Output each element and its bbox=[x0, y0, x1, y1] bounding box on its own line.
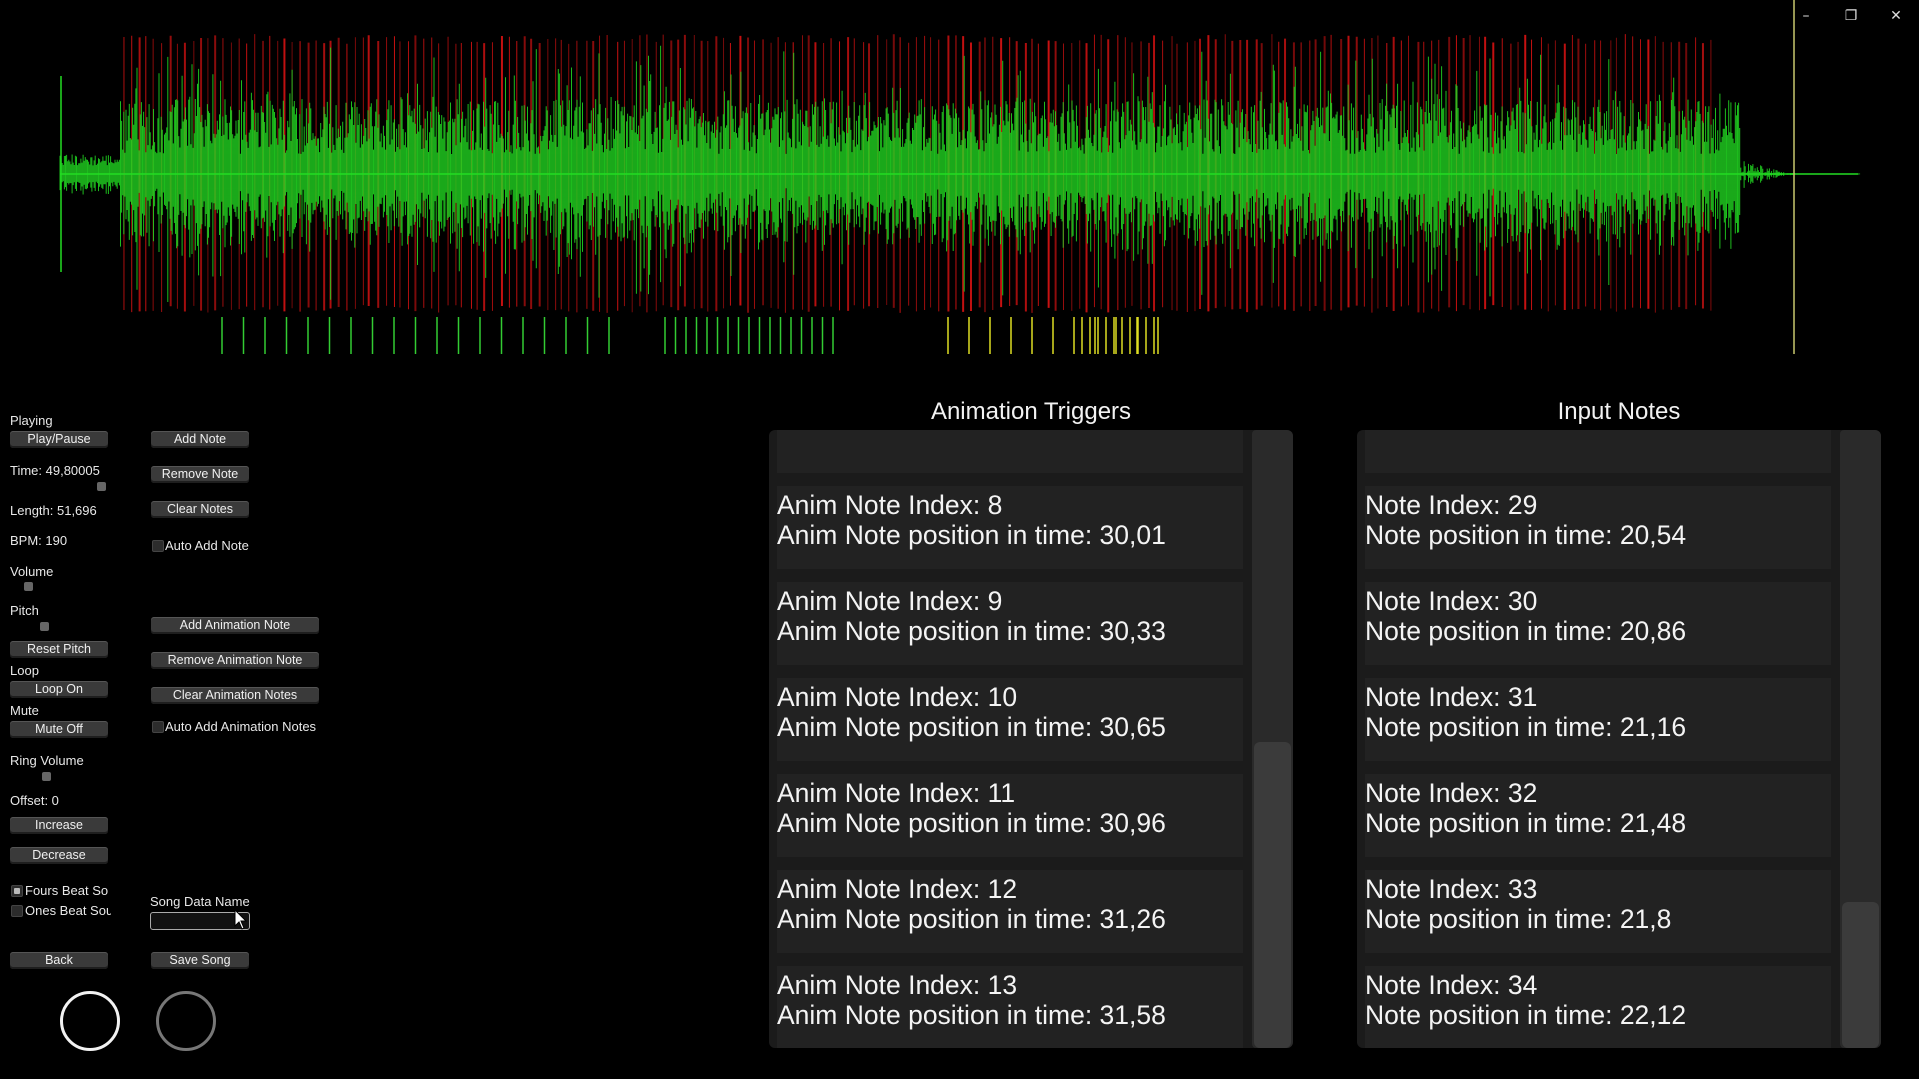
auto-add-animation-notes-label: Auto Add Animation Notes bbox=[165, 719, 317, 734]
play-pause-button[interactable]: Play/Pause bbox=[10, 431, 108, 448]
increase-offset-button[interactable]: Increase bbox=[10, 817, 108, 834]
list-item[interactable]: Note Index: 32 Note position in time: 21,… bbox=[1365, 774, 1831, 857]
list-item[interactable]: Note Index: 30 Note position in time: 20,… bbox=[1365, 582, 1831, 665]
animation-triggers-scroll-thumb[interactable] bbox=[1254, 742, 1291, 1048]
note-position-text: Note position in time: 21,8 bbox=[1365, 904, 1672, 934]
list-item[interactable]: Anim Note Index: 12 Anim Note position in… bbox=[777, 870, 1243, 953]
fours-beat-sound-radio[interactable] bbox=[11, 885, 23, 897]
note-index-text: Note Index: 31 bbox=[1365, 682, 1538, 712]
input-notes-scroll-thumb[interactable] bbox=[1842, 902, 1879, 1048]
clear-notes-button[interactable]: Clear Notes bbox=[151, 501, 249, 518]
back-button[interactable]: Back bbox=[10, 952, 108, 969]
auto-add-note-checkbox[interactable] bbox=[152, 540, 164, 552]
list-item[interactable]: Note Index: 34 Note position in time: 22,… bbox=[1365, 966, 1831, 1048]
note-index-text: Note Index: 33 bbox=[1365, 874, 1538, 904]
list-item[interactable]: Anim Note Index: 8 Anim Note position in … bbox=[777, 486, 1243, 569]
offset-readout: Offset: 0 bbox=[10, 793, 59, 808]
time-readout: Time: 49,80005 bbox=[10, 463, 100, 478]
minimize-button[interactable]: – bbox=[1784, 4, 1828, 28]
mute-label: Mute bbox=[10, 703, 39, 718]
ones-beat-sound-radio[interactable] bbox=[11, 905, 23, 917]
ring-volume-slider-handle[interactable] bbox=[42, 772, 51, 781]
note-index-text: Anim Note Index: 8 bbox=[777, 490, 1003, 520]
list-item[interactable]: Note Index: 31 Note position in time: 21,… bbox=[1365, 678, 1831, 761]
list-item[interactable]: Anim Note Index: 9 Anim Note position in … bbox=[777, 582, 1243, 665]
playing-label: Playing bbox=[10, 413, 53, 428]
save-song-button[interactable]: Save Song bbox=[151, 952, 249, 969]
note-position-text: Anim Note position in time: 31,26 bbox=[777, 904, 1166, 934]
note-index-text: Note Index: 30 bbox=[1365, 586, 1538, 616]
list-item[interactable]: Note position in time: 20,22 bbox=[1365, 430, 1831, 473]
reset-pitch-button[interactable]: Reset Pitch bbox=[10, 641, 108, 658]
restore-icon: ❐ bbox=[1844, 8, 1858, 24]
volume-label: Volume bbox=[10, 564, 54, 579]
note-index-text: Note Index: 32 bbox=[1365, 778, 1538, 808]
mouse-cursor-icon bbox=[234, 908, 248, 930]
song-data-name-input[interactable] bbox=[150, 912, 250, 930]
list-item[interactable]: Note Index: 33 Note position in time: 21,… bbox=[1365, 870, 1831, 953]
input-notes-list[interactable]: Note position in time: 20,22 Note Index: … bbox=[1357, 430, 1881, 1048]
song-data-name-label: Song Data Name bbox=[150, 894, 250, 909]
input-notes-title: Input Notes bbox=[1557, 398, 1681, 425]
loop-toggle-button[interactable]: Loop On bbox=[10, 681, 108, 698]
waveform-path bbox=[59, 45, 1861, 302]
pitch-label: Pitch bbox=[10, 603, 39, 618]
note-index-text: Anim Note Index: 11 bbox=[777, 778, 1016, 808]
remove-note-button[interactable]: Remove Note bbox=[151, 466, 249, 483]
length-readout: Length: 51,696 bbox=[10, 503, 97, 518]
note-index-text: Note Index: 29 bbox=[1365, 490, 1538, 520]
note-position-text: Anim Note position in time: 30,01 bbox=[777, 520, 1166, 550]
note-index-text: Anim Note Index: 12 bbox=[777, 874, 1018, 904]
note-position-text: Note position in time: 21,48 bbox=[1365, 808, 1687, 838]
note-index-text: Anim Note Index: 9 bbox=[777, 586, 1003, 616]
note-position-text: Note position in time: 22,12 bbox=[1365, 1000, 1687, 1030]
beat-indicator-ring-active bbox=[60, 991, 120, 1051]
pitch-slider-handle[interactable] bbox=[40, 622, 49, 631]
time-slider-handle[interactable] bbox=[97, 482, 106, 491]
note-markers bbox=[221, 317, 1159, 354]
ring-volume-label: Ring Volume bbox=[10, 753, 84, 768]
note-position-text: Anim Note position in time: 31,58 bbox=[777, 1000, 1166, 1030]
auto-add-note-label: Auto Add Note bbox=[165, 538, 249, 553]
list-item[interactable]: Anim Note Index: 11 Anim Note position in… bbox=[777, 774, 1243, 857]
animation-triggers-list[interactable]: Anim Note position in time: 29,69 Anim No… bbox=[769, 430, 1293, 1048]
list-item[interactable]: Note Index: 29 Note position in time: 20,… bbox=[1365, 486, 1831, 569]
note-position-text: Note position in time: 20,54 bbox=[1365, 520, 1687, 550]
beat-indicator-ring-inactive bbox=[156, 991, 216, 1051]
decrease-offset-button[interactable]: Decrease bbox=[10, 847, 108, 864]
mute-toggle-button[interactable]: Mute Off bbox=[10, 721, 108, 738]
volume-slider-handle[interactable] bbox=[24, 582, 33, 591]
note-position-text: Anim Note position in time: 30,33 bbox=[777, 616, 1166, 646]
audio-waveform bbox=[59, 45, 1861, 302]
auto-add-animation-notes-checkbox[interactable] bbox=[152, 721, 164, 733]
note-index-text: Anim Note Index: 13 bbox=[777, 970, 1018, 1000]
fours-beat-sound-label: Fours Beat So bbox=[25, 883, 109, 898]
list-item[interactable]: Anim Note position in time: 29,69 bbox=[777, 430, 1243, 473]
remove-animation-note-button[interactable]: Remove Animation Note bbox=[151, 652, 319, 669]
restore-button[interactable]: ❐ bbox=[1829, 4, 1873, 28]
minimize-icon: – bbox=[1802, 8, 1810, 24]
animation-triggers-title: Animation Triggers bbox=[930, 398, 1132, 425]
note-position-text: Note position in time: 20,86 bbox=[1365, 616, 1687, 646]
note-index-text: Note Index: 34 bbox=[1365, 970, 1538, 1000]
bpm-readout: BPM: 190 bbox=[10, 533, 68, 548]
add-note-button[interactable]: Add Note bbox=[151, 431, 249, 448]
close-button[interactable]: ✕ bbox=[1874, 4, 1918, 28]
list-item[interactable]: Anim Note Index: 10 Anim Note position in… bbox=[777, 678, 1243, 761]
note-index-text: Anim Note Index: 10 bbox=[777, 682, 1018, 712]
add-animation-note-button[interactable]: Add Animation Note bbox=[151, 617, 319, 634]
note-position-text: Note position in time: 21,16 bbox=[1365, 712, 1687, 742]
close-icon: ✕ bbox=[1890, 8, 1902, 24]
ones-beat-sound-label: Ones Beat Sou bbox=[25, 903, 111, 918]
loop-label: Loop bbox=[10, 663, 39, 678]
waveform-display[interactable] bbox=[0, 0, 1919, 370]
note-position-text: Anim Note position in time: 30,96 bbox=[777, 808, 1166, 838]
list-item[interactable]: Anim Note Index: 13 Anim Note position in… bbox=[777, 966, 1243, 1048]
note-position-text: Anim Note position in time: 30,65 bbox=[777, 712, 1166, 742]
clear-animation-notes-button[interactable]: Clear Animation Notes bbox=[151, 687, 319, 704]
